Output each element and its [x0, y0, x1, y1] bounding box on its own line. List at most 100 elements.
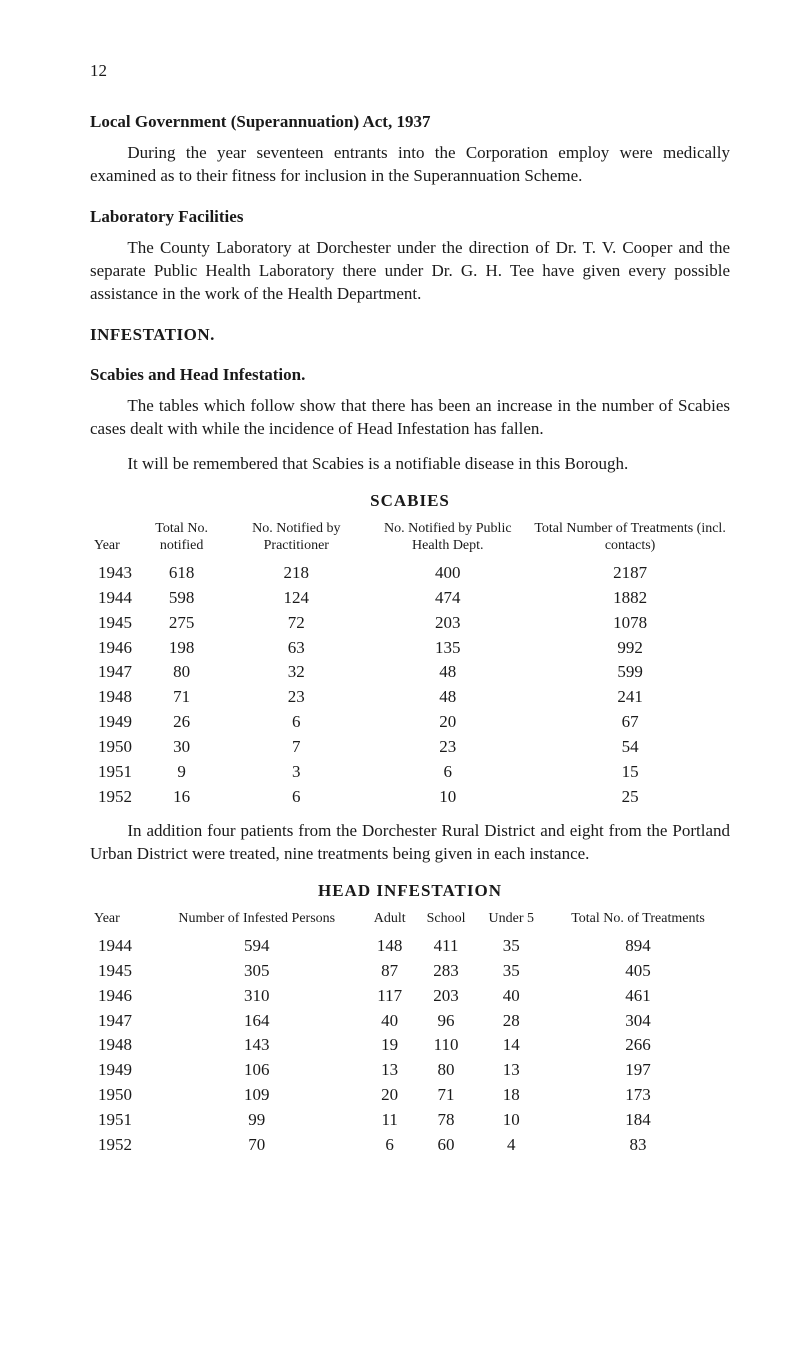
- table-title-scabies: SCABIES: [90, 490, 730, 513]
- col-header-adult: Adult: [364, 909, 416, 934]
- table-row: 1947803248599: [90, 660, 730, 685]
- table-row: 19436182184002187: [90, 561, 730, 586]
- table-cell: 109: [150, 1083, 364, 1108]
- head-infestation-table: Year Number of Infested Persons Adult Sc…: [90, 909, 730, 1158]
- table-cell: 11: [364, 1108, 416, 1133]
- table-cell: 1945: [90, 959, 150, 984]
- table-cell: 48: [365, 660, 530, 685]
- table-row: 1948712348241: [90, 685, 730, 710]
- table-row: 19492662067: [90, 710, 730, 735]
- table-cell: 411: [416, 934, 477, 959]
- table-row: 1947164409628304: [90, 1009, 730, 1034]
- table-cell: 70: [150, 1133, 364, 1158]
- section-title-local-gov: Local Government (Superannuation) Act, 1…: [90, 111, 730, 134]
- table-cell: 618: [136, 561, 227, 586]
- table-cell: 184: [546, 1108, 730, 1133]
- table-cell: 106: [150, 1058, 364, 1083]
- table-cell: 143: [150, 1033, 364, 1058]
- table-row: 194619863135992: [90, 636, 730, 661]
- table-cell: 23: [365, 735, 530, 760]
- table-cell: 28: [477, 1009, 547, 1034]
- table-cell: 1947: [90, 660, 136, 685]
- table-cell: 6: [364, 1133, 416, 1158]
- table-row: 19453058728335405: [90, 959, 730, 984]
- table-cell: 1947: [90, 1009, 150, 1034]
- paragraph-infestation-2: It will be remembered that Scabies is a …: [90, 453, 730, 476]
- table-cell: 32: [227, 660, 365, 685]
- section-subtitle-scabies-head: Scabies and Head Infestation.: [90, 364, 730, 387]
- table-cell: 1952: [90, 785, 136, 810]
- table-cell: 594: [150, 934, 364, 959]
- table-cell: 1951: [90, 1108, 150, 1133]
- table-cell: 1952: [90, 1133, 150, 1158]
- table-cell: 135: [365, 636, 530, 661]
- table-cell: 7: [227, 735, 365, 760]
- paragraph-infestation-1: The tables which follow show that there …: [90, 395, 730, 441]
- table-cell: 35: [477, 934, 547, 959]
- table-cell: 35: [477, 959, 547, 984]
- table-cell: 894: [546, 934, 730, 959]
- table-cell: 474: [365, 586, 530, 611]
- table-cell: 310: [150, 984, 364, 1009]
- table-cell: 198: [136, 636, 227, 661]
- table-cell: 30: [136, 735, 227, 760]
- table-title-head: HEAD INFESTATION: [90, 880, 730, 903]
- table-header-row: Year Total No. notified No. Notified by …: [90, 519, 730, 561]
- table-cell: 1943: [90, 561, 136, 586]
- table-row: 1949106138013197: [90, 1058, 730, 1083]
- table-cell: 26: [136, 710, 227, 735]
- table-cell: 1950: [90, 735, 136, 760]
- table-cell: 15: [530, 760, 730, 785]
- table-cell: 18: [477, 1083, 547, 1108]
- table-cell: 20: [365, 710, 530, 735]
- section-title-infestation: INFESTATION.: [90, 324, 730, 347]
- document-page: 12 Local Government (Superannuation) Act…: [0, 0, 800, 1198]
- table-cell: 83: [546, 1133, 730, 1158]
- col-header-treatments: Total No. of Treatments: [546, 909, 730, 934]
- table-cell: 197: [546, 1058, 730, 1083]
- table-cell: 6: [365, 760, 530, 785]
- table-cell: 80: [136, 660, 227, 685]
- table-row: 19503072354: [90, 735, 730, 760]
- table-cell: 992: [530, 636, 730, 661]
- table-cell: 3: [227, 760, 365, 785]
- table-cell: 4: [477, 1133, 547, 1158]
- table-row: 19481431911014266: [90, 1033, 730, 1058]
- table-cell: 48: [365, 685, 530, 710]
- table-cell: 405: [546, 959, 730, 984]
- table-cell: 1946: [90, 636, 136, 661]
- table-cell: 241: [530, 685, 730, 710]
- table-row: 194459414841135894: [90, 934, 730, 959]
- table-cell: 275: [136, 611, 227, 636]
- table-row: 195193615: [90, 760, 730, 785]
- table-cell: 60: [416, 1133, 477, 1158]
- table-cell: 71: [416, 1083, 477, 1108]
- table-cell: 10: [365, 785, 530, 810]
- table-cell: 124: [227, 586, 365, 611]
- table-cell: 13: [477, 1058, 547, 1083]
- table-row: 195270660483: [90, 1133, 730, 1158]
- table-cell: 40: [477, 984, 547, 1009]
- table-cell: 283: [416, 959, 477, 984]
- table-cell: 2187: [530, 561, 730, 586]
- table-cell: 598: [136, 586, 227, 611]
- paragraph-lab: The County Laboratory at Dorchester unde…: [90, 237, 730, 306]
- table-cell: 54: [530, 735, 730, 760]
- table-row: 194631011720340461: [90, 984, 730, 1009]
- table-cell: 1950: [90, 1083, 150, 1108]
- table-row: 19521661025: [90, 785, 730, 810]
- scabies-table: Year Total No. notified No. Notified by …: [90, 519, 730, 810]
- table-cell: 400: [365, 561, 530, 586]
- table-cell: 14: [477, 1033, 547, 1058]
- table-cell: 63: [227, 636, 365, 661]
- col-header-school: School: [416, 909, 477, 934]
- col-header-total: Total No. notified: [136, 519, 227, 561]
- table-cell: 1944: [90, 586, 136, 611]
- table-cell: 20: [364, 1083, 416, 1108]
- table-cell: 16: [136, 785, 227, 810]
- table-cell: 96: [416, 1009, 477, 1034]
- col-header-practitioner: No. Notified by Practitioner: [227, 519, 365, 561]
- table-cell: 110: [416, 1033, 477, 1058]
- table-row: 195199117810184: [90, 1108, 730, 1133]
- table-cell: 304: [546, 1009, 730, 1034]
